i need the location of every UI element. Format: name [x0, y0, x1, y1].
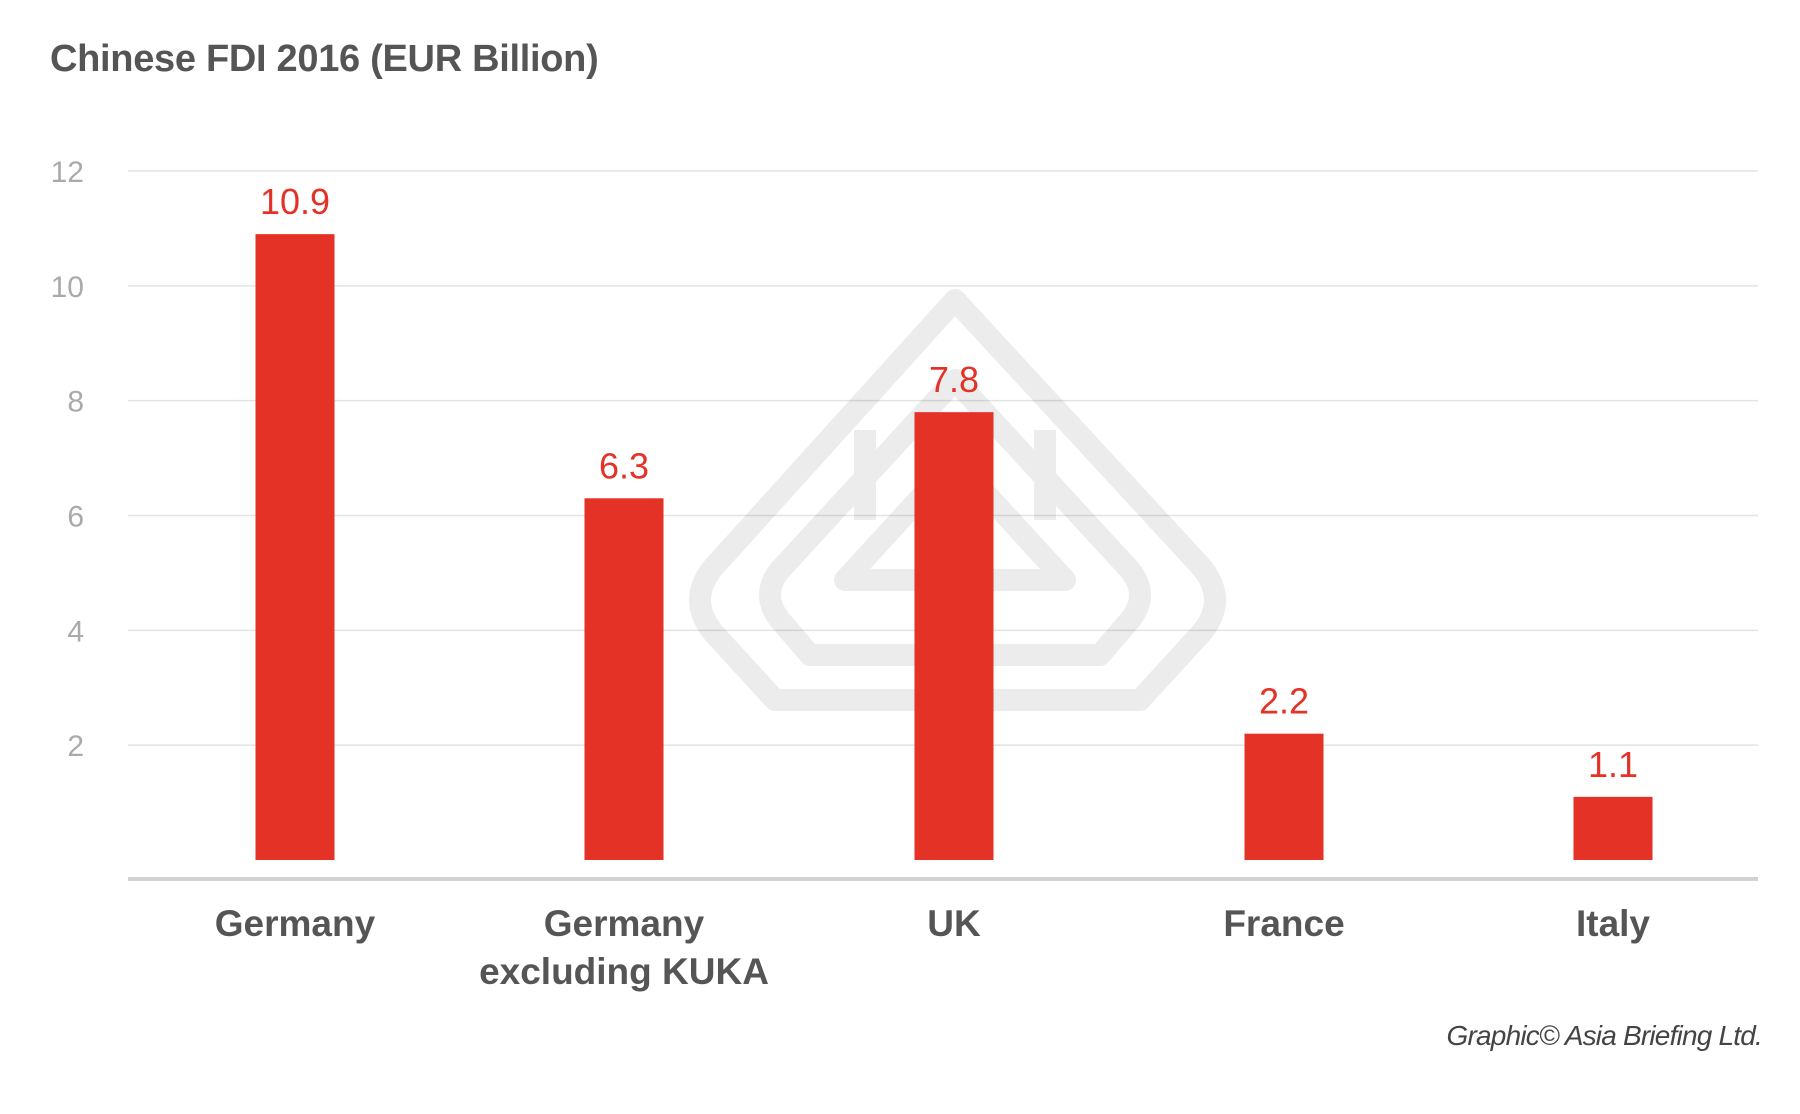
bar — [1573, 796, 1653, 860]
y-tick-label: 12 — [51, 156, 84, 189]
x-axis: Germany Germany excluding KUKA UK France Ital… — [128, 877, 1758, 992]
bar — [255, 234, 335, 861]
y-tick-label: 8 — [67, 386, 84, 419]
y-tick-label: 6 — [67, 501, 84, 534]
x-tick-label-line: excluding KUKA — [479, 951, 769, 992]
x-tick-label-line: France — [1223, 903, 1344, 944]
data-label: 7.8 — [929, 359, 979, 400]
x-tick-label: France — [1223, 903, 1344, 944]
bar — [914, 412, 994, 860]
x-tick-label-line: Italy — [1576, 903, 1650, 944]
x-tick-label: Italy — [1576, 903, 1650, 944]
bar — [1244, 733, 1324, 860]
x-tick-label-line: Germany — [544, 903, 705, 944]
x-tick-label-line: Germany — [215, 903, 376, 944]
data-label: 6.3 — [599, 445, 649, 486]
y-tick-label: 2 — [67, 730, 84, 763]
credit-text: Graphic© Asia Briefing Ltd. — [1446, 1020, 1763, 1051]
bar — [584, 498, 664, 860]
chart-title: Chinese FDI 2016 (EUR Billion) — [50, 38, 599, 80]
data-label: 2.2 — [1259, 681, 1309, 722]
x-tick-label-line: UK — [927, 903, 981, 944]
bars: 10.9 6.3 7.8 2.2 1.1 — [255, 181, 1653, 861]
y-tick-label: 4 — [67, 615, 84, 648]
data-label: 1.1 — [1588, 744, 1638, 785]
x-tick-label: Germany excluding KUKA — [479, 903, 769, 992]
y-tick-label: 10 — [51, 271, 84, 304]
x-tick-label: Germany — [215, 903, 376, 944]
data-label: 10.9 — [260, 181, 330, 222]
x-tick-label: UK — [927, 903, 981, 944]
